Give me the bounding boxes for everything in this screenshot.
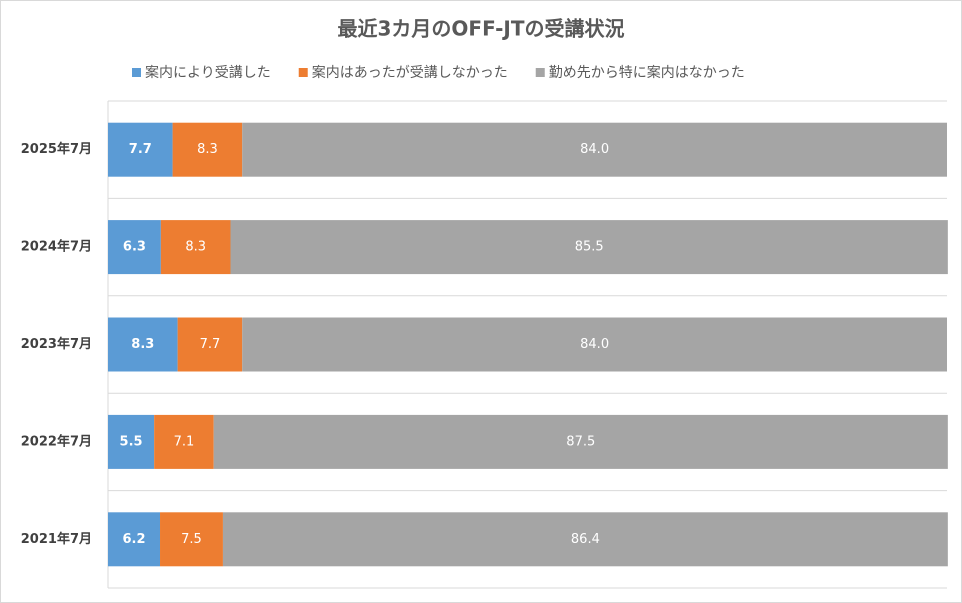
data-label: 7.7 [129, 142, 152, 157]
bar-segment [160, 512, 223, 567]
bar-segment [222, 512, 948, 567]
data-label: 7.1 [174, 434, 195, 449]
data-label: 5.5 [120, 434, 143, 449]
legend-swatch [298, 68, 308, 77]
data-label: 86.4 [571, 532, 600, 547]
data-label: 6.3 [123, 240, 146, 255]
bar-segment [213, 414, 948, 469]
y-tick-label: 2025年7月 [21, 141, 92, 157]
data-label: 6.2 [122, 532, 145, 547]
data-label: 85.5 [575, 240, 604, 255]
bar-segment [108, 414, 155, 469]
legend-label: 案内により受講した [145, 64, 271, 81]
y-tick-label: 2023年7月 [21, 336, 92, 352]
bar-segment [177, 317, 243, 372]
data-label: 84.0 [580, 337, 609, 352]
bar-segment [154, 414, 214, 469]
bar-segment [108, 220, 161, 275]
bar-segment [108, 317, 178, 372]
legend-swatch [535, 68, 545, 77]
bar-segment [160, 220, 231, 275]
data-label: 8.3 [185, 240, 206, 255]
bar-segment [242, 122, 948, 177]
bar-segment [108, 122, 173, 177]
y-tick-label: 2022年7月 [21, 433, 92, 449]
legend-swatch [132, 68, 141, 77]
legend-label: 案内はあったが受講しなかった [312, 64, 508, 81]
data-label: 84.0 [580, 142, 609, 157]
y-tick-label: 2024年7月 [21, 239, 92, 255]
bar-segment [230, 220, 948, 275]
y-tick-label: 2021年7月 [21, 531, 92, 547]
data-label: 87.5 [566, 434, 595, 449]
chart-title: 最近3カ月のOFF-JTの受講状況 [337, 17, 624, 41]
data-label: 7.5 [181, 532, 202, 547]
bar-segment [108, 512, 161, 567]
bar-segment [242, 317, 948, 372]
legend-label: 勤め先から特に案内はなかった [549, 64, 745, 81]
data-label: 7.7 [200, 337, 221, 352]
data-label: 8.3 [131, 337, 154, 352]
data-label: 8.3 [197, 142, 218, 157]
bar-segment [172, 122, 243, 177]
